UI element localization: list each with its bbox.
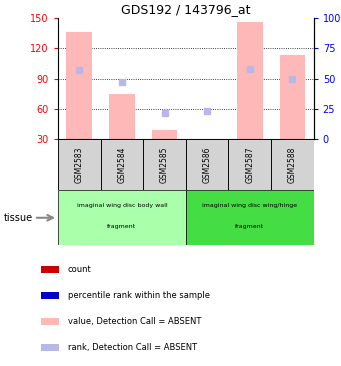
Bar xyxy=(41,344,59,351)
Bar xyxy=(41,318,59,325)
Bar xyxy=(66,33,92,139)
FancyBboxPatch shape xyxy=(271,139,314,190)
Bar xyxy=(280,55,305,139)
Bar xyxy=(186,190,314,245)
FancyBboxPatch shape xyxy=(101,139,143,190)
FancyBboxPatch shape xyxy=(186,139,228,190)
Text: value, Detection Call = ABSENT: value, Detection Call = ABSENT xyxy=(68,317,201,326)
Text: fragment: fragment xyxy=(107,224,136,228)
Bar xyxy=(152,130,177,139)
Bar xyxy=(194,139,220,140)
Bar xyxy=(58,190,186,245)
Text: fragment: fragment xyxy=(235,224,264,228)
Title: GDS192 / 143796_at: GDS192 / 143796_at xyxy=(121,3,251,16)
Text: GSM2585: GSM2585 xyxy=(160,146,169,183)
Bar xyxy=(41,292,59,299)
Text: imaginal wing disc wing/hinge: imaginal wing disc wing/hinge xyxy=(202,203,297,208)
FancyBboxPatch shape xyxy=(143,139,186,190)
Text: GSM2583: GSM2583 xyxy=(75,146,84,183)
Text: GSM2587: GSM2587 xyxy=(245,146,254,183)
FancyBboxPatch shape xyxy=(228,139,271,190)
Text: GSM2584: GSM2584 xyxy=(117,146,127,183)
Bar xyxy=(237,22,263,139)
Bar xyxy=(109,94,135,139)
Text: GSM2588: GSM2588 xyxy=(288,146,297,183)
Text: percentile rank within the sample: percentile rank within the sample xyxy=(68,291,210,300)
Text: GSM2586: GSM2586 xyxy=(203,146,212,183)
Text: imaginal wing disc body wall: imaginal wing disc body wall xyxy=(77,203,167,208)
FancyBboxPatch shape xyxy=(58,139,101,190)
Bar xyxy=(41,266,59,273)
Text: rank, Detection Call = ABSENT: rank, Detection Call = ABSENT xyxy=(68,343,197,352)
Text: count: count xyxy=(68,265,92,274)
Text: tissue: tissue xyxy=(3,213,32,223)
